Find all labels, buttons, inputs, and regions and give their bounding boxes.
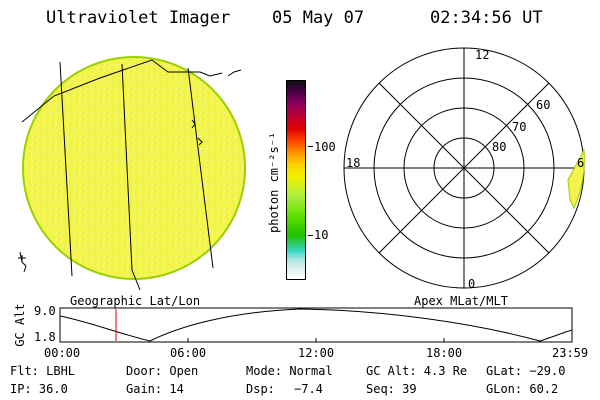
polar-auroral-patch [567, 148, 585, 210]
lat-label-80: 80 [492, 140, 507, 154]
alt-xtick-0600: 06:00 [170, 346, 207, 360]
lat-label-60: 60 [536, 98, 551, 112]
mlt-label-6: 6 [577, 156, 585, 170]
alt-xtick-2359: 23:59 [552, 346, 589, 360]
colorbar-tick-mark [308, 146, 313, 147]
info-flt: Flt: LBHL [10, 364, 76, 378]
alt-ytick-9: 9.0 [34, 304, 56, 318]
colorbar-tick-100: 100 [314, 140, 336, 154]
uv-image-disk [22, 56, 246, 280]
alt-xtick-0000: 00:00 [44, 346, 81, 360]
info-dsp-value: −7.4 [294, 382, 323, 396]
alt-xtick-1800: 18:00 [426, 346, 463, 360]
date-label: 05 May 07 [272, 8, 365, 28]
colorbar-tick-10: 10 [314, 228, 329, 242]
mlt-label-18: 18 [346, 156, 361, 170]
geo-caption: Geographic Lat/Lon [70, 294, 201, 308]
info-seq: Seq: 39 [366, 382, 417, 396]
polar-caption: Apex MLat/MLT [414, 294, 508, 308]
mlt-label-12: 12 [475, 48, 490, 62]
lat-label-70: 70 [512, 120, 527, 134]
colorbar [286, 80, 306, 280]
mlt-label-0: 0 [468, 277, 476, 291]
info-gain: Gain: 14 [126, 382, 184, 396]
info-mode: Mode: Normal [246, 364, 333, 378]
lon-grid-lines [19, 59, 242, 291]
alt-xtick-1200: 12:00 [298, 346, 335, 360]
info-ip: IP: 36.0 [10, 382, 68, 396]
info-door: Door: Open [126, 364, 199, 378]
info-gc-alt: GC Alt: 4.3 Re [366, 364, 468, 378]
instrument-title: Ultraviolet Imager [46, 8, 231, 28]
altitude-curve [59, 308, 573, 342]
info-glon: GLon: 60.2 [486, 382, 559, 396]
alt-ytick-1.8: 1.8 [34, 330, 56, 344]
time-label: 02:34:56 UT [430, 8, 543, 28]
coastline [18, 255, 26, 262]
info-glat: GLat: −29.0 [486, 364, 566, 378]
info-dsp-label: Dsp: [246, 382, 275, 396]
alt-ylabel: GC Alt [13, 303, 27, 347]
colorbar-tick-mark [308, 235, 313, 236]
